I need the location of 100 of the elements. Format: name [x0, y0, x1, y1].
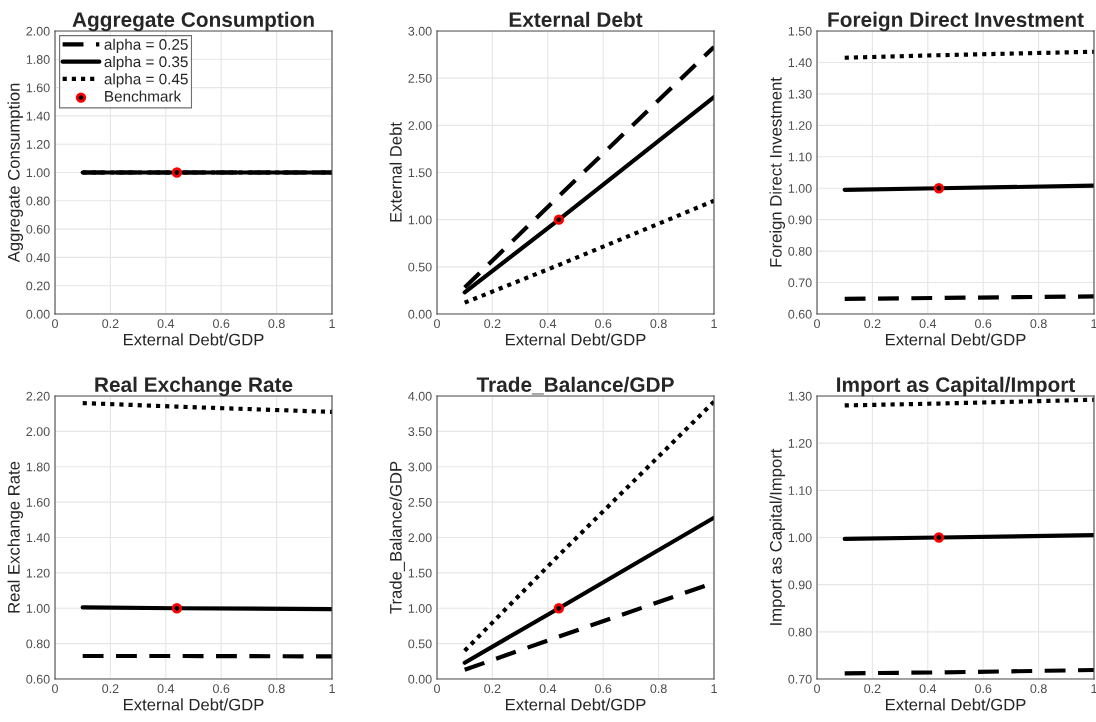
x-axis-title: External Debt/GDP: [886, 333, 1026, 346]
y-tick-label: 0.50: [408, 262, 432, 272]
y-tick-label: 1.50: [408, 168, 432, 178]
x-tick-label: 0.2: [102, 319, 119, 329]
y-tick-label: 1.20: [26, 568, 50, 578]
y-axis-title: Import as Capital/Import: [769, 448, 786, 625]
x-tick-label: 1: [711, 684, 717, 693]
y-tick-label: 3.00: [408, 462, 432, 472]
chart-title: External Debt: [509, 11, 643, 28]
y-axis-title: Trade_Balance/GDP: [389, 461, 405, 614]
chart-title: Foreign Direct Investment: [828, 11, 1084, 32]
x-tick-label: 0.8: [1030, 319, 1047, 329]
x-tick-label: 0.2: [102, 684, 119, 694]
x-tick-label: 0: [434, 319, 440, 329]
chart-title: Import as Capital/Import: [837, 376, 1076, 397]
y-tick-label: 0.60: [26, 224, 50, 234]
y-tick-label: 2.50: [408, 73, 432, 83]
y-tick-label: 0.80: [788, 246, 812, 256]
x-tick-label: 0.4: [919, 319, 937, 329]
y-axis-title: Foreign Direct Investment: [769, 77, 786, 267]
y-tick-label: 3.00: [408, 26, 432, 36]
x-tick-label: 0.2: [484, 684, 501, 694]
y-tick-label: 2.50: [408, 497, 432, 507]
y-tick-label: 1.20: [788, 438, 812, 448]
x-tick-label: 1: [1091, 319, 1096, 328]
y-tick-label: 1.40: [26, 533, 50, 543]
y-tick-label: 1.80: [26, 55, 50, 64]
x-tick-label: 0.6: [975, 319, 992, 329]
x-axis-title: External Debt/GDP: [124, 333, 264, 346]
chart-title: Real Exchange Rate: [95, 376, 293, 397]
y-tick-label: 1.40: [788, 58, 812, 68]
x-tick-label: 0: [434, 684, 440, 694]
y-tick-label: 1.60: [26, 497, 50, 507]
y-tick-label: 2.00: [408, 121, 432, 130]
x-tick-label: 0.2: [864, 684, 881, 694]
y-tick-label: 0.00: [408, 309, 432, 319]
y-tick-label: 1.10: [788, 152, 812, 162]
x-tick-label: 1: [1091, 684, 1096, 693]
x-tick-label: 0.4: [157, 319, 175, 329]
x-tick-label: 0: [52, 684, 58, 694]
y-tick-label: 0.70: [788, 278, 812, 288]
legend-label: alpha = 0.45: [104, 73, 188, 88]
y-tick-label: 3.50: [408, 427, 432, 437]
y-tick-label: 1.40: [26, 111, 50, 121]
x-axis-title: External Debt/GDP: [886, 698, 1026, 711]
x-tick-label: 0.8: [268, 319, 285, 329]
y-tick-label: 1.20: [26, 140, 50, 149]
y-tick-label: 1.00: [408, 215, 432, 225]
y-axis-title: Real Exchange Rate: [7, 461, 24, 613]
x-tick-label: 0.8: [650, 684, 667, 694]
y-tick-label: 0.20: [26, 281, 50, 291]
x-tick-label: 1: [329, 684, 335, 693]
y-tick-label: 1.10: [788, 486, 812, 495]
y-tick-label: 0.60: [788, 309, 812, 319]
x-tick-label: 0.6: [213, 319, 230, 329]
y-tick-label: 0.00: [408, 674, 432, 684]
x-tick-label: 1: [329, 319, 335, 328]
x-axis-title: External Debt/GDP: [506, 698, 646, 711]
y-tick-label: 0.90: [788, 215, 812, 225]
y-tick-label: 0.80: [26, 196, 50, 206]
x-tick-label: 0.6: [595, 684, 612, 694]
y-tick-label: 0.70: [788, 674, 812, 684]
y-tick-label: 1.00: [26, 604, 50, 613]
y-tick-label: 1.00: [26, 168, 50, 178]
y-tick-label: 1.30: [788, 89, 812, 99]
y-tick-label: 0.80: [26, 639, 50, 649]
x-tick-label: 0.4: [539, 684, 557, 694]
y-axis-title: Aggregate Consumption: [7, 83, 24, 263]
x-axis-title: External Debt/GDP: [124, 698, 264, 711]
x-tick-label: 0.4: [919, 684, 937, 694]
y-tick-label: 0.80: [788, 627, 812, 637]
x-tick-label: 0.6: [213, 684, 230, 694]
y-tick-label: 1.00: [408, 604, 432, 613]
legend-label: alpha = 0.25: [104, 38, 188, 53]
y-tick-label: 1.50: [408, 568, 432, 578]
y-tick-label: 1.50: [788, 26, 812, 36]
x-tick-label: 0.6: [975, 684, 992, 694]
y-tick-label: 0.50: [408, 639, 432, 649]
x-tick-label: 0: [52, 319, 58, 329]
y-tick-label: 1.00: [788, 533, 812, 543]
x-tick-label: 0: [814, 319, 820, 329]
y-tick-label: 1.80: [26, 462, 50, 472]
y-tick-label: 0.00: [26, 309, 50, 319]
y-tick-label: 0.40: [26, 253, 50, 263]
x-tick-label: 0.8: [650, 319, 667, 329]
y-tick-label: 0.90: [788, 580, 812, 590]
x-tick-label: 0.8: [268, 684, 285, 694]
x-axis-title: External Debt/GDP: [506, 333, 646, 346]
chart-title: Aggregate Consumption: [72, 11, 314, 32]
y-axis-title: External Debt: [389, 122, 402, 222]
y-tick-label: 1.30: [788, 391, 812, 401]
x-tick-label: 0.8: [1030, 684, 1047, 694]
y-tick-label: 1.20: [788, 121, 812, 130]
y-tick-label: 2.00: [26, 26, 50, 36]
y-tick-label: 2.20: [26, 391, 50, 401]
x-tick-label: 1: [711, 319, 717, 328]
x-tick-label: 0.2: [864, 319, 881, 329]
legend-label: Benchmark: [105, 90, 182, 102]
y-tick-label: 2.00: [26, 427, 50, 437]
y-tick-label: 0.60: [26, 674, 50, 684]
